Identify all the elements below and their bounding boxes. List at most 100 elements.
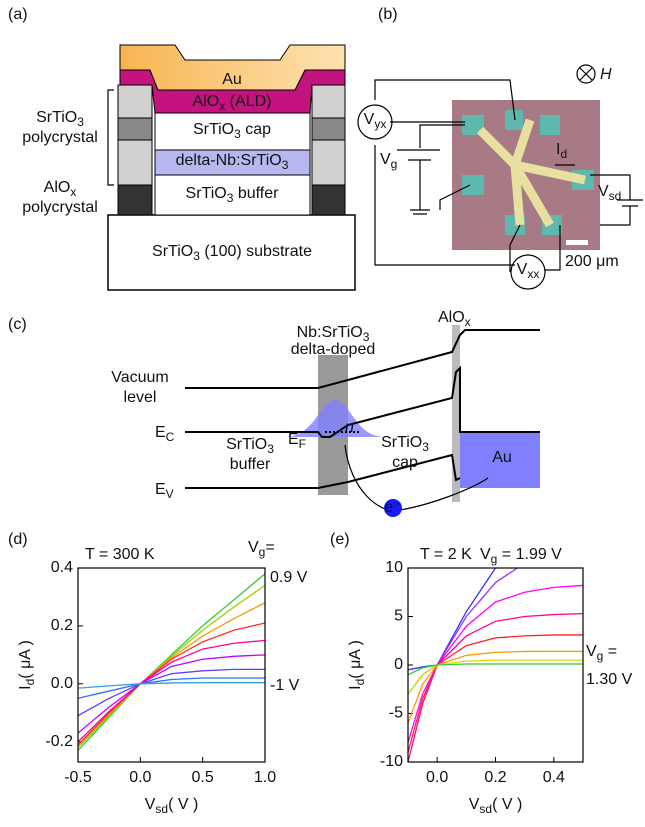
label: (c) <box>8 316 27 333</box>
label: e⁻ <box>384 499 401 516</box>
label-part: AlO <box>44 179 71 196</box>
label-part: V <box>598 183 609 200</box>
label-part: SrTiO <box>152 243 193 260</box>
label: AlOx <box>438 309 471 329</box>
label-part: xx <box>527 267 539 281</box>
curve <box>78 683 265 689</box>
panel-label: (d) <box>8 531 28 548</box>
label-part: x <box>70 185 76 199</box>
label: n <box>345 419 354 436</box>
label-part: level <box>124 389 157 406</box>
x-tick-label: 0.0 <box>129 769 151 786</box>
label: level <box>124 389 157 406</box>
label: SrTiO3 <box>381 434 429 454</box>
label-part: E <box>288 431 299 448</box>
x-tick-label: -0.5 <box>64 769 92 786</box>
curve <box>408 614 583 762</box>
curve <box>408 651 583 723</box>
annotation-part: g <box>597 649 604 663</box>
panel-label-part: (e) <box>330 531 350 548</box>
annotation: Vg = 1.99 V <box>480 546 562 566</box>
annotation-part: = <box>265 539 274 556</box>
x-axis-label-part: ( V ) <box>168 796 198 813</box>
label-part: cap <box>241 121 271 138</box>
label-part: V <box>380 151 391 168</box>
y-tick-label: -5 <box>389 705 403 722</box>
x-tick-label: 0.5 <box>192 769 214 786</box>
annotation-part: -1 V <box>270 677 300 694</box>
annotation: T = 300 K <box>85 546 155 563</box>
x-tick-label: 1.0 <box>254 769 276 786</box>
label: Vg <box>380 151 397 171</box>
annotation-part: 0.9 V <box>270 569 308 586</box>
label-part: (ALD) <box>225 93 271 110</box>
label-part: 3 <box>422 440 429 454</box>
x-tick-label: 0.4 <box>543 769 565 786</box>
label: EC <box>155 424 175 444</box>
label: SrTiO3 cap <box>193 121 271 141</box>
label: buffer <box>230 456 271 473</box>
label-part: (a) <box>8 6 28 23</box>
annotation-part: V <box>248 539 259 556</box>
annotation-part: T = 300 K <box>85 546 155 563</box>
annotation-part: = 1.99 V <box>497 546 562 563</box>
curve <box>78 623 265 745</box>
y-axis-label: Id( μA ) <box>17 640 37 690</box>
label-part: 3 <box>282 158 289 172</box>
x-axis-label-part: ( V ) <box>492 796 522 813</box>
label-part: sd <box>609 189 622 203</box>
annotation-part: T = 2 K <box>420 546 472 563</box>
y-tick-label: -10 <box>380 753 403 770</box>
label-part: d <box>560 147 567 161</box>
label: SrTiO3 (100) substrate <box>152 243 312 263</box>
label-part: Au <box>222 71 242 88</box>
label-part: n <box>345 419 354 436</box>
label-part: e⁻ <box>384 499 401 516</box>
y-axis-label-part: ( μA ) <box>17 640 34 679</box>
label: Vyx <box>364 111 387 131</box>
x-axis-label-part: sd <box>479 802 492 816</box>
label-part: E <box>155 481 166 498</box>
x-axis-label-part: V <box>469 796 480 813</box>
label: Au <box>222 71 242 88</box>
label-part: Vacuum <box>111 369 169 386</box>
annotation-part: g <box>259 545 266 559</box>
annotation-part: 1.30 V <box>586 671 633 688</box>
annotation: -1 V <box>270 677 300 694</box>
annotation: 1.30 V <box>586 671 633 688</box>
label-part: polycrystal <box>22 199 98 216</box>
label-part: (100) substrate <box>200 243 312 260</box>
label-part: cap <box>392 454 418 471</box>
y-tick-label: -0.2 <box>45 733 73 750</box>
curve <box>78 678 265 698</box>
y-axis-label-part: ( μA ) <box>347 640 364 679</box>
curve <box>408 500 583 670</box>
label-part: (b) <box>378 6 398 23</box>
label-part: Au <box>492 449 512 466</box>
label: Au <box>492 449 512 466</box>
x-axis-label-part: sd <box>155 802 168 816</box>
annotation: Vg= <box>248 539 275 559</box>
label: AlOx (ALD) <box>193 93 272 113</box>
label-part: 3 <box>267 442 274 456</box>
label: EV <box>155 481 174 501</box>
label-part: SrTiO <box>381 434 422 451</box>
label-part: AlO <box>193 93 220 110</box>
label: (b) <box>378 6 398 23</box>
annotation: T = 2 K <box>420 546 472 563</box>
label-part: 200 μm <box>565 253 619 270</box>
label: SrTiO3 <box>226 436 274 456</box>
label: 200 μm <box>565 253 619 270</box>
y-tick-label: 5 <box>394 608 403 625</box>
label-part: x <box>465 315 471 329</box>
label-part: delta-doped <box>291 341 376 358</box>
label-part: V <box>517 261 528 278</box>
label-part: polycrystal <box>22 129 98 146</box>
annotation-part: = <box>603 643 617 660</box>
panel-label: (e) <box>330 531 350 548</box>
label-part: AlO <box>438 309 465 326</box>
y-tick-label: 0 <box>394 656 403 673</box>
label: Vxx <box>517 261 540 281</box>
y-axis-label-part: d <box>353 679 367 686</box>
y-axis-label-part: d <box>23 679 37 686</box>
